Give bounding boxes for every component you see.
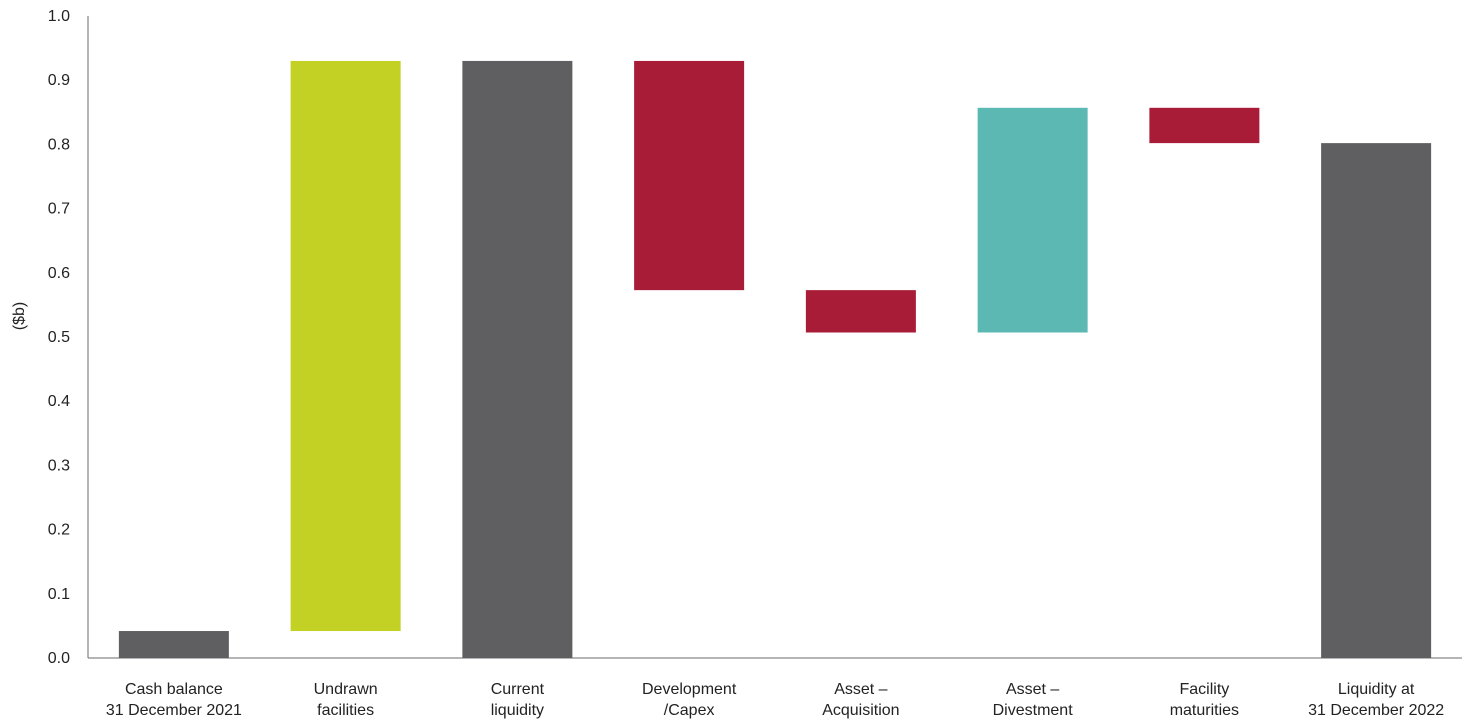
bar-decrease (634, 60, 745, 291)
y-tick-label: 0.7 (48, 201, 70, 218)
category-label: maturities (1170, 702, 1239, 719)
bar-decrease (1149, 107, 1260, 144)
category-label: 31 December 2022 (1308, 702, 1444, 719)
y-tick-label: 0.4 (48, 393, 70, 410)
category-label: Facility (1179, 681, 1229, 698)
category-label: Liquidity at (1338, 681, 1415, 698)
y-tick-label: 0.3 (48, 457, 70, 474)
category-label: Divestment (993, 702, 1074, 719)
bar-increase (290, 60, 401, 632)
bar-total (1321, 143, 1432, 659)
category-label: Undrawn (314, 681, 378, 698)
y-tick-label: 0.5 (48, 329, 70, 346)
category-label: Current (491, 681, 545, 698)
y-tick-label: 1.0 (48, 8, 70, 25)
bars (118, 60, 1432, 659)
bar-total (118, 631, 229, 658)
category-label: Cash balance (125, 681, 223, 698)
axes: 0.0 0.1 0.2 0.3 0.4 0.5 0.6 0.7 0.8 0.9 1.0 (48, 8, 1462, 667)
category-label: 31 December 2021 (106, 702, 242, 719)
y-axis-title: ($b) (11, 302, 28, 330)
y-tick-label: 0.9 (48, 72, 70, 89)
category-label: facilities (317, 702, 374, 719)
category-label: Acquisition (822, 702, 899, 719)
y-tick-label: 0.0 (48, 650, 70, 667)
y-tick-label: 0.1 (48, 586, 70, 603)
category-label: liquidity (491, 702, 544, 719)
bar-total (462, 60, 573, 658)
y-tick-label: 0.8 (48, 136, 70, 153)
category-labels: Cash balance 31 December 2021 Undrawn facil… (106, 681, 1444, 719)
category-label: Asset – (1006, 681, 1059, 698)
category-label: /Capex (664, 702, 715, 719)
bar-decrease (805, 290, 916, 333)
y-tick-label: 0.6 (48, 265, 70, 282)
y-tick-label: 0.2 (48, 522, 70, 539)
category-label: Asset – (834, 681, 887, 698)
bar-increase (977, 107, 1088, 333)
category-label: Development (642, 681, 737, 698)
